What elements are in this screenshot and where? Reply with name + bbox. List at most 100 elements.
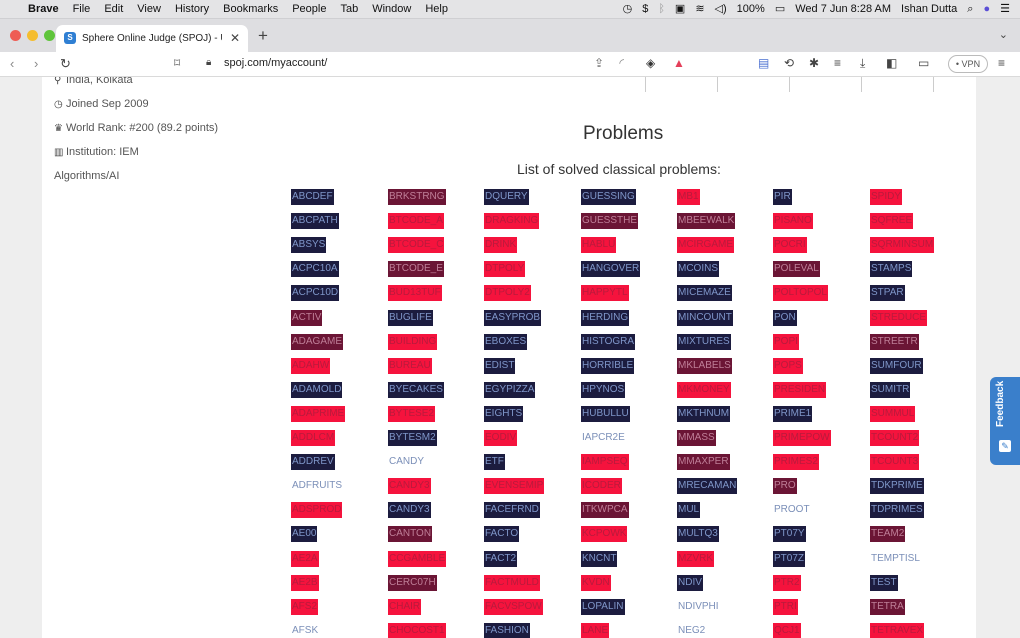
problem-link[interactable]: AE2A <box>291 551 319 567</box>
problem-link[interactable]: MRECAMAN <box>677 478 738 494</box>
problem-link[interactable]: MMASS <box>677 430 716 446</box>
problem-link[interactable]: ADAPRIME <box>291 406 346 422</box>
back-icon[interactable]: ‹ <box>10 56 15 71</box>
problem-link[interactable]: MCOINS <box>677 261 719 277</box>
menu-app-name[interactable]: Brave <box>28 3 59 15</box>
problem-link[interactable]: MINCOUNT <box>677 310 733 326</box>
problem-link[interactable]: TDKPRIME <box>870 478 924 494</box>
problem-link[interactable]: KNCNT <box>581 551 618 567</box>
problem-link[interactable]: EDIST <box>484 358 516 374</box>
close-window-button[interactable] <box>10 30 21 41</box>
brave-rewards-icon[interactable]: ▲ <box>673 56 685 70</box>
menu-view[interactable]: View <box>137 3 161 15</box>
menu-bookmarks[interactable]: Bookmarks <box>223 3 279 15</box>
problem-link[interactable]: PRESIDEN <box>773 382 827 398</box>
problem-link[interactable]: HUBULLU <box>581 406 630 422</box>
problem-link[interactable]: ADAGAME <box>291 334 344 350</box>
problem-link[interactable]: QCJ1 <box>773 623 801 638</box>
problem-link[interactable]: SQRMINSUM <box>870 237 935 253</box>
display-icon[interactable]: ▣ <box>674 3 686 15</box>
problem-link[interactable]: STAMPS <box>870 261 913 277</box>
problem-link[interactable]: ADDLCM <box>291 430 336 446</box>
problem-link[interactable]: SQFREE <box>870 213 914 229</box>
problem-link[interactable]: GUESSTHE <box>581 213 639 229</box>
new-tab-button[interactable]: + <box>258 26 268 45</box>
menu-help[interactable]: Help <box>425 3 448 15</box>
problem-link[interactable]: EIGHTS <box>484 406 524 422</box>
browser-tab[interactable]: S Sphere Online Judge (SPOJ) - U ✕ <box>56 25 248 52</box>
problem-link[interactable]: MBEEWALK <box>677 213 736 229</box>
problem-link[interactable]: NDIV <box>677 575 703 591</box>
menu-file[interactable]: File <box>72 3 91 15</box>
feedback-button[interactable]: Feedback ✎ <box>990 377 1020 465</box>
wallet-icon[interactable]: ▭ <box>918 56 930 70</box>
problem-link[interactable]: HERDING <box>581 310 630 326</box>
problem-link[interactable]: ACTIV <box>291 310 323 326</box>
problem-link[interactable]: CANDY <box>389 456 425 467</box>
close-tab-icon[interactable]: ✕ <box>229 31 240 45</box>
problem-link[interactable]: ICODER <box>581 478 622 494</box>
menu-edit[interactable]: Edit <box>104 3 124 15</box>
problem-link[interactable]: STPAR <box>870 285 905 301</box>
problem-link[interactable]: CHAIR <box>388 599 422 615</box>
problem-link[interactable]: SUMMUL <box>870 406 916 422</box>
share-icon[interactable]: ⇪ <box>593 56 604 70</box>
problem-link[interactable]: HPYNOS <box>581 382 626 398</box>
problem-link[interactable]: IAMPSEQ <box>581 454 629 470</box>
problem-link[interactable]: TCOUNT2 <box>870 430 920 446</box>
problem-link[interactable]: BYECAKES <box>388 382 444 398</box>
problem-link[interactable]: IAPCR2E <box>582 432 625 443</box>
problem-link[interactable]: BYTESE2 <box>388 406 436 422</box>
problem-link[interactable]: LOPALIN <box>581 599 625 615</box>
problem-link[interactable]: CANDY3 <box>388 478 431 494</box>
problem-link[interactable]: EVENSEMIP <box>484 478 545 494</box>
problem-link[interactable]: GUESSING <box>581 189 636 205</box>
menu-window[interactable]: Window <box>372 3 412 15</box>
problem-link[interactable]: HABLU <box>581 237 617 253</box>
problem-link[interactable]: KCPOWK <box>581 526 628 542</box>
dollar-icon[interactable]: $ <box>642 3 649 15</box>
problem-link[interactable]: BRKSTRNG <box>388 189 446 205</box>
problem-link[interactable]: BTCODE_A <box>388 213 444 229</box>
problem-link[interactable]: CANTON <box>388 526 433 542</box>
bluetooth-icon[interactable]: ᛒ <box>658 3 665 15</box>
problem-link[interactable]: ADAMOLD <box>291 382 343 398</box>
problem-link[interactable]: EASYPROB <box>484 310 542 326</box>
brave-shields-icon[interactable]: ◈ <box>646 56 656 70</box>
problem-link[interactable]: AFSK <box>292 625 319 636</box>
user-name[interactable]: Ishan Dutta <box>901 3 958 15</box>
problem-link[interactable]: POPI <box>773 334 799 350</box>
problem-link[interactable]: FACT2 <box>484 551 518 567</box>
problem-link[interactable]: AE00 <box>291 526 318 542</box>
address-bar[interactable]: 🔒︎ spoj.com/myaccount/ ⇪ ◜ <box>198 55 632 73</box>
problem-link[interactable]: NDIVPHI <box>678 601 719 612</box>
url-text[interactable]: spoj.com/myaccount/ <box>224 57 328 69</box>
problem-link[interactable]: MMAXPER <box>677 454 730 470</box>
battery-icon[interactable]: ▭ <box>774 3 786 15</box>
problem-link[interactable]: HORRIBLE <box>581 358 635 374</box>
problem-link[interactable]: MKTHNUM <box>677 406 731 422</box>
rss-icon[interactable]: ◜ <box>619 56 624 70</box>
zoom-window-button[interactable] <box>44 30 55 41</box>
problem-link[interactable]: STREDUCE <box>870 310 928 326</box>
problem-link[interactable]: HISTOGRA <box>581 334 636 350</box>
problem-link[interactable]: ADDREV <box>291 454 335 470</box>
reader-icon[interactable]: ▤ <box>758 56 770 70</box>
download-icon[interactable]: ⤓ <box>860 56 866 70</box>
problem-link[interactable]: DTPOLY <box>484 261 526 277</box>
problem-link[interactable]: ETF <box>484 454 505 470</box>
problem-link[interactable]: MIXTURES <box>677 334 731 350</box>
bookmark-icon[interactable]: ⌑ <box>174 56 181 70</box>
datetime[interactable]: Wed 7 Jun 8:28 AM <box>795 3 892 15</box>
extensions-icon[interactable]: ✱ <box>809 56 820 70</box>
problem-link[interactable]: BUD13TUF <box>388 285 442 301</box>
problem-link[interactable]: PT07Y <box>773 526 806 542</box>
siri-icon[interactable]: ● <box>983 3 991 15</box>
battery-percent[interactable]: 100% <box>736 3 765 15</box>
clock-icon[interactable]: ◷ <box>622 3 633 15</box>
problem-link[interactable]: BUREAU <box>388 358 432 374</box>
problem-link[interactable]: STREETR <box>870 334 919 350</box>
menu-history[interactable]: History <box>174 3 210 15</box>
problem-link[interactable]: POCRI <box>773 237 807 253</box>
problem-link[interactable]: BUGLIFE <box>388 310 433 326</box>
